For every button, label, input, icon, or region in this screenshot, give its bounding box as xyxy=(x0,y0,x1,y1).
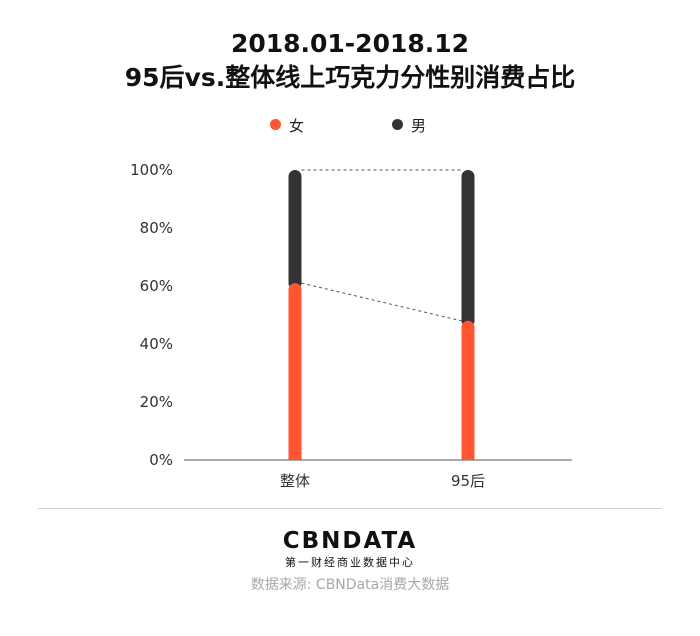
data-source-note: 数据来源: CBNData消费大数据 xyxy=(250,577,450,593)
stacked-bar-chart: 0% 20% 40% 60% 80% 100% 整体 95后 xyxy=(130,161,572,490)
legend-label-male: 男 xyxy=(411,117,427,135)
y-tick-label: 40% xyxy=(140,335,173,353)
chart-legend: 女 男 xyxy=(0,116,700,136)
legend-dot-female-icon xyxy=(270,119,281,130)
bar-segment-female-base xyxy=(288,447,302,460)
y-tick-label: 60% xyxy=(140,277,173,295)
legend-item-male: 男 xyxy=(392,116,426,136)
y-tick-label: 0% xyxy=(149,451,173,469)
brand-block: CBNDATA 第一财经商业数据中心 xyxy=(0,528,700,570)
legend-label-female: 女 xyxy=(289,117,305,135)
bar-segment-male xyxy=(288,170,302,290)
brand-subtitle: 第一财经商业数据中心 xyxy=(285,556,415,569)
bar-segment-female xyxy=(288,283,302,460)
bar-segment-female xyxy=(461,320,475,460)
connector-line-split xyxy=(301,282,462,322)
bar-segment-female-base xyxy=(461,447,475,460)
legend-dot-male-icon xyxy=(392,119,403,130)
bar-segment-male xyxy=(461,170,475,328)
y-tick-label: 20% xyxy=(140,393,173,411)
brand-logo: CBNDATA xyxy=(282,528,418,554)
x-category-label: 整体 xyxy=(280,472,310,490)
y-tick-label: 80% xyxy=(140,219,173,237)
y-tick-label: 100% xyxy=(130,161,173,179)
chart-title-line1: 2018.01-2018.12 xyxy=(230,29,470,58)
chart-title-line2: 95后vs.整体线上巧克力分性别消费占比 xyxy=(124,63,576,92)
footer-divider xyxy=(38,508,662,509)
legend-item-female: 女 xyxy=(270,116,304,136)
x-category-label: 95后 xyxy=(451,472,485,490)
